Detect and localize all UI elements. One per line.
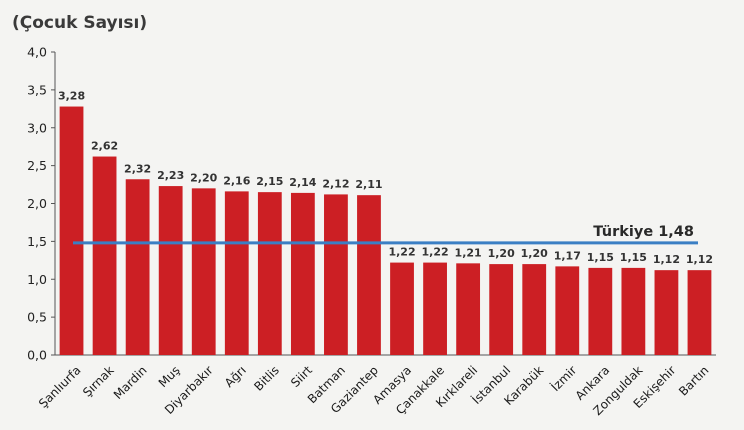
bars [59,106,712,355]
reference-line-label: Türkiye 1,48 [593,224,694,240]
value-label: 1,17 [554,249,581,262]
y-tick-label: 1,0 [27,272,47,287]
x-tick-label: Bitlis [251,363,282,394]
reference-line-group: Türkiye 1,48 [73,224,698,245]
value-label: 1,22 [422,246,449,259]
value-label: 2,16 [223,174,250,187]
x-tick-label: Siirt [288,363,315,390]
x-tick-label: Muş [156,363,183,390]
y-tick-label: 2,0 [27,196,47,211]
bar [687,270,712,355]
value-label: 2,14 [289,176,316,189]
bar [588,267,613,355]
value-label: 1,20 [488,247,515,260]
value-label: 2,32 [124,162,151,175]
bar [456,263,481,355]
bar [224,191,249,355]
value-label: 1,20 [521,247,548,260]
y-tick-label: 3,5 [27,82,47,97]
bar [555,266,580,355]
y-tick-label: 0,5 [27,310,47,325]
value-label: 1,21 [455,246,482,259]
y-tick-label: 4,0 [27,45,47,60]
value-label: 1,12 [686,253,713,266]
value-label: 1,15 [620,251,647,264]
bar [423,262,447,355]
value-label: 2,12 [322,177,349,190]
bar [125,179,150,355]
bar [257,192,282,355]
x-tick-label: İzmir [548,362,580,394]
value-label: 2,15 [256,175,283,188]
bar [654,270,679,355]
x-tick-label: Şanlıurfa [36,363,84,411]
value-label: 2,20 [190,171,217,184]
bar [489,264,514,355]
value-label: 2,23 [157,169,184,182]
value-label: 3,28 [58,90,85,103]
value-labels: 3,28 2,62 2,32 2,23 2,20 2,16 2,15 2,14 2,12 2,11… [58,90,713,267]
bar [357,195,381,355]
bar [290,192,315,355]
value-label: 1,15 [587,251,614,264]
bar [621,267,646,355]
bar [158,186,183,355]
x-tick-label: Bartın [676,363,711,398]
y-tick-label: 2,5 [27,158,47,173]
value-label: 2,11 [355,178,382,191]
bar [324,194,348,355]
bar [191,188,216,355]
value-label: 1,22 [388,246,415,259]
y-tick-label: 3,0 [27,120,47,135]
x-tick-label: Şırnak [80,363,117,400]
x-tick-label: Ağrı [222,363,249,390]
value-label: 1,12 [653,253,680,266]
value-label: 2,62 [91,140,118,153]
bar [390,262,414,355]
bar [92,156,117,355]
bar [522,264,547,355]
bar [59,106,84,355]
y-tick-label: 1,5 [27,234,47,249]
y-tick-label: 0,0 [27,348,47,363]
x-tick-label: Mardin [111,363,150,402]
unit-label: (Çocuk Sayısı) [12,13,147,33]
